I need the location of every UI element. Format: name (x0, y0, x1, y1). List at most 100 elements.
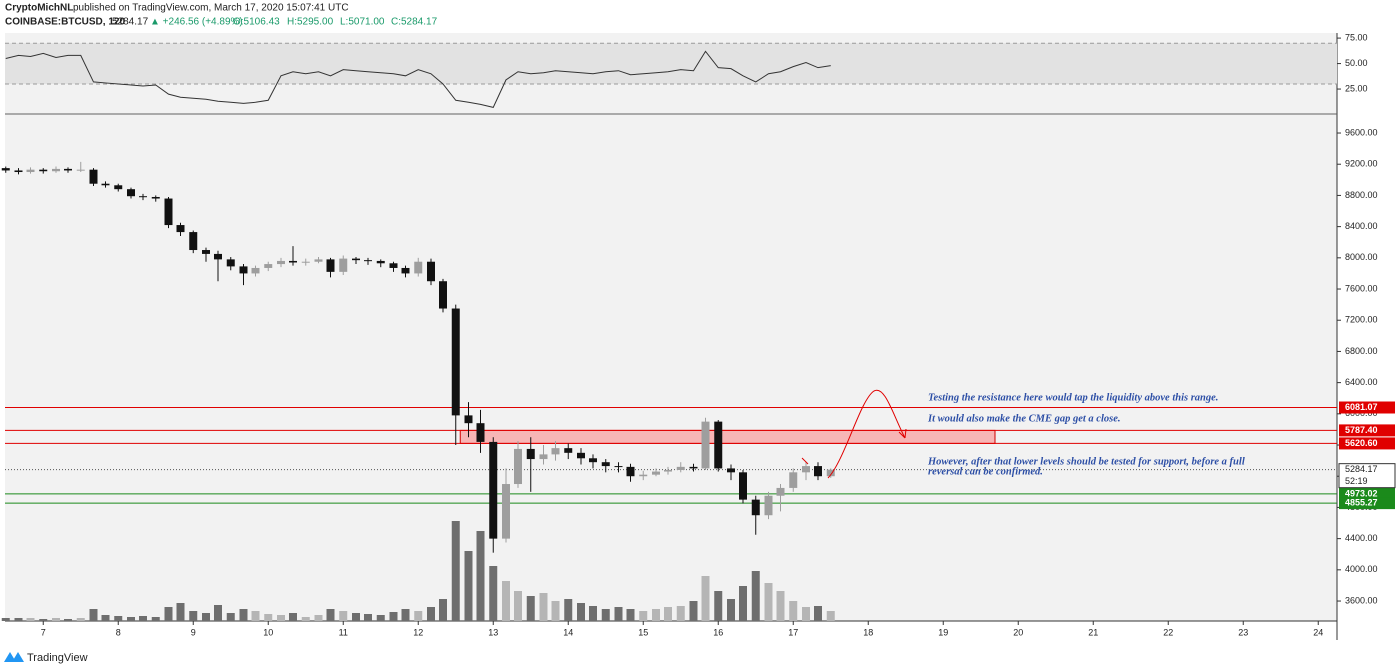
candle-body (439, 281, 447, 309)
volume-bar (289, 613, 297, 621)
x-tick-label: 22 (1163, 627, 1173, 637)
candle-body (326, 259, 335, 272)
volume-bar (739, 586, 747, 621)
candle-body (264, 264, 273, 268)
level-tag (1339, 437, 1395, 450)
candle-body (476, 423, 485, 442)
candle-body (151, 196, 160, 199)
candle-body (226, 259, 235, 267)
volume-bar (64, 619, 72, 621)
level-label: 4973.02 (1345, 488, 1378, 498)
candle-body (352, 258, 360, 261)
volume-bar (826, 611, 835, 621)
candle-body (451, 308, 460, 416)
rsi-band (5, 43, 1337, 84)
volume-bar (189, 611, 198, 621)
volume-bar (751, 571, 760, 621)
small-arrow (801, 457, 809, 465)
volume-bar (814, 606, 822, 621)
candle-body (464, 415, 473, 424)
candle-body (539, 454, 548, 460)
volume-bar (776, 591, 785, 621)
candle-body (564, 448, 573, 453)
candle-body (301, 261, 310, 263)
candle-body (164, 198, 173, 226)
candle-body (176, 225, 185, 233)
x-tick-label: 17 (788, 627, 798, 637)
x-tick-label: 18 (863, 627, 873, 637)
volume-bar (539, 593, 548, 621)
level-tag (1339, 497, 1395, 510)
cme-gap-zone (459, 429, 996, 444)
volume-bar (326, 609, 335, 621)
volume-bar (526, 596, 535, 621)
volume-bar (277, 615, 285, 621)
candle-body (202, 250, 210, 254)
y-tick-label: 9600.00 (1345, 127, 1378, 137)
candle-body (427, 261, 435, 282)
volume-bar (401, 609, 410, 621)
candle-body (701, 421, 710, 469)
volume-bar (639, 611, 648, 621)
volume-bar (251, 611, 260, 621)
candle-body (514, 448, 522, 485)
candle-body (314, 259, 323, 262)
candle-body (239, 266, 248, 274)
candle-body (114, 185, 123, 190)
candle-body (789, 472, 798, 488)
volume-bar (464, 551, 473, 621)
volume-bar (414, 611, 423, 621)
projection-arrow (827, 389, 907, 479)
volume-bar (214, 605, 222, 621)
candle-body (639, 474, 648, 477)
volume-bar (626, 609, 635, 621)
volume-bar (664, 607, 672, 621)
x-tick-label: 8 (116, 627, 121, 637)
volume-bar (802, 607, 810, 621)
candle-body (739, 472, 747, 500)
candle-body (64, 168, 72, 171)
author: CryptoMichNL (5, 3, 73, 14)
x-tick-label: 15 (638, 627, 648, 637)
ohlc-close: C:5284.17 (391, 17, 438, 28)
candle-body (577, 452, 585, 459)
candle-body (277, 260, 285, 265)
volume-bar (564, 599, 573, 621)
volume-bar (264, 614, 273, 621)
x-tick-label: 21 (1088, 627, 1098, 637)
volume-bar (352, 613, 360, 621)
volume-bar (39, 619, 48, 621)
candle-body (489, 441, 498, 539)
candle-body (614, 466, 623, 468)
volume-bar (764, 583, 773, 621)
candle-body (689, 466, 698, 469)
y-tick-label: 9200.00 (1345, 159, 1378, 169)
candle-body (626, 466, 635, 477)
candle-body (714, 421, 723, 469)
y-tick-label: 3600.00 (1345, 595, 1378, 605)
volume-bar (689, 601, 698, 621)
volume-bar (714, 591, 723, 621)
candle-body (289, 260, 297, 263)
candle-body (1, 168, 10, 171)
candle-body (826, 469, 835, 477)
volume-bar (589, 606, 597, 621)
candle-body (139, 196, 147, 198)
volume-bar (476, 531, 485, 621)
level-tag (1339, 424, 1395, 437)
volume-bar (789, 601, 798, 621)
candle-body (664, 469, 672, 472)
volume-bar (577, 603, 585, 621)
level-label: 4855.27 (1345, 497, 1378, 507)
candle-body (214, 253, 222, 260)
candle-body (339, 258, 348, 272)
candle-body (39, 169, 48, 172)
volume-bar (514, 591, 522, 621)
rsi-tick-label: 75.00 (1345, 32, 1368, 42)
footer: TradingView (27, 652, 88, 664)
volume-bar (14, 618, 23, 621)
volume-bar (127, 617, 135, 621)
volume-bar (427, 607, 435, 621)
candle-body (389, 263, 398, 268)
volume-bar (89, 609, 98, 621)
